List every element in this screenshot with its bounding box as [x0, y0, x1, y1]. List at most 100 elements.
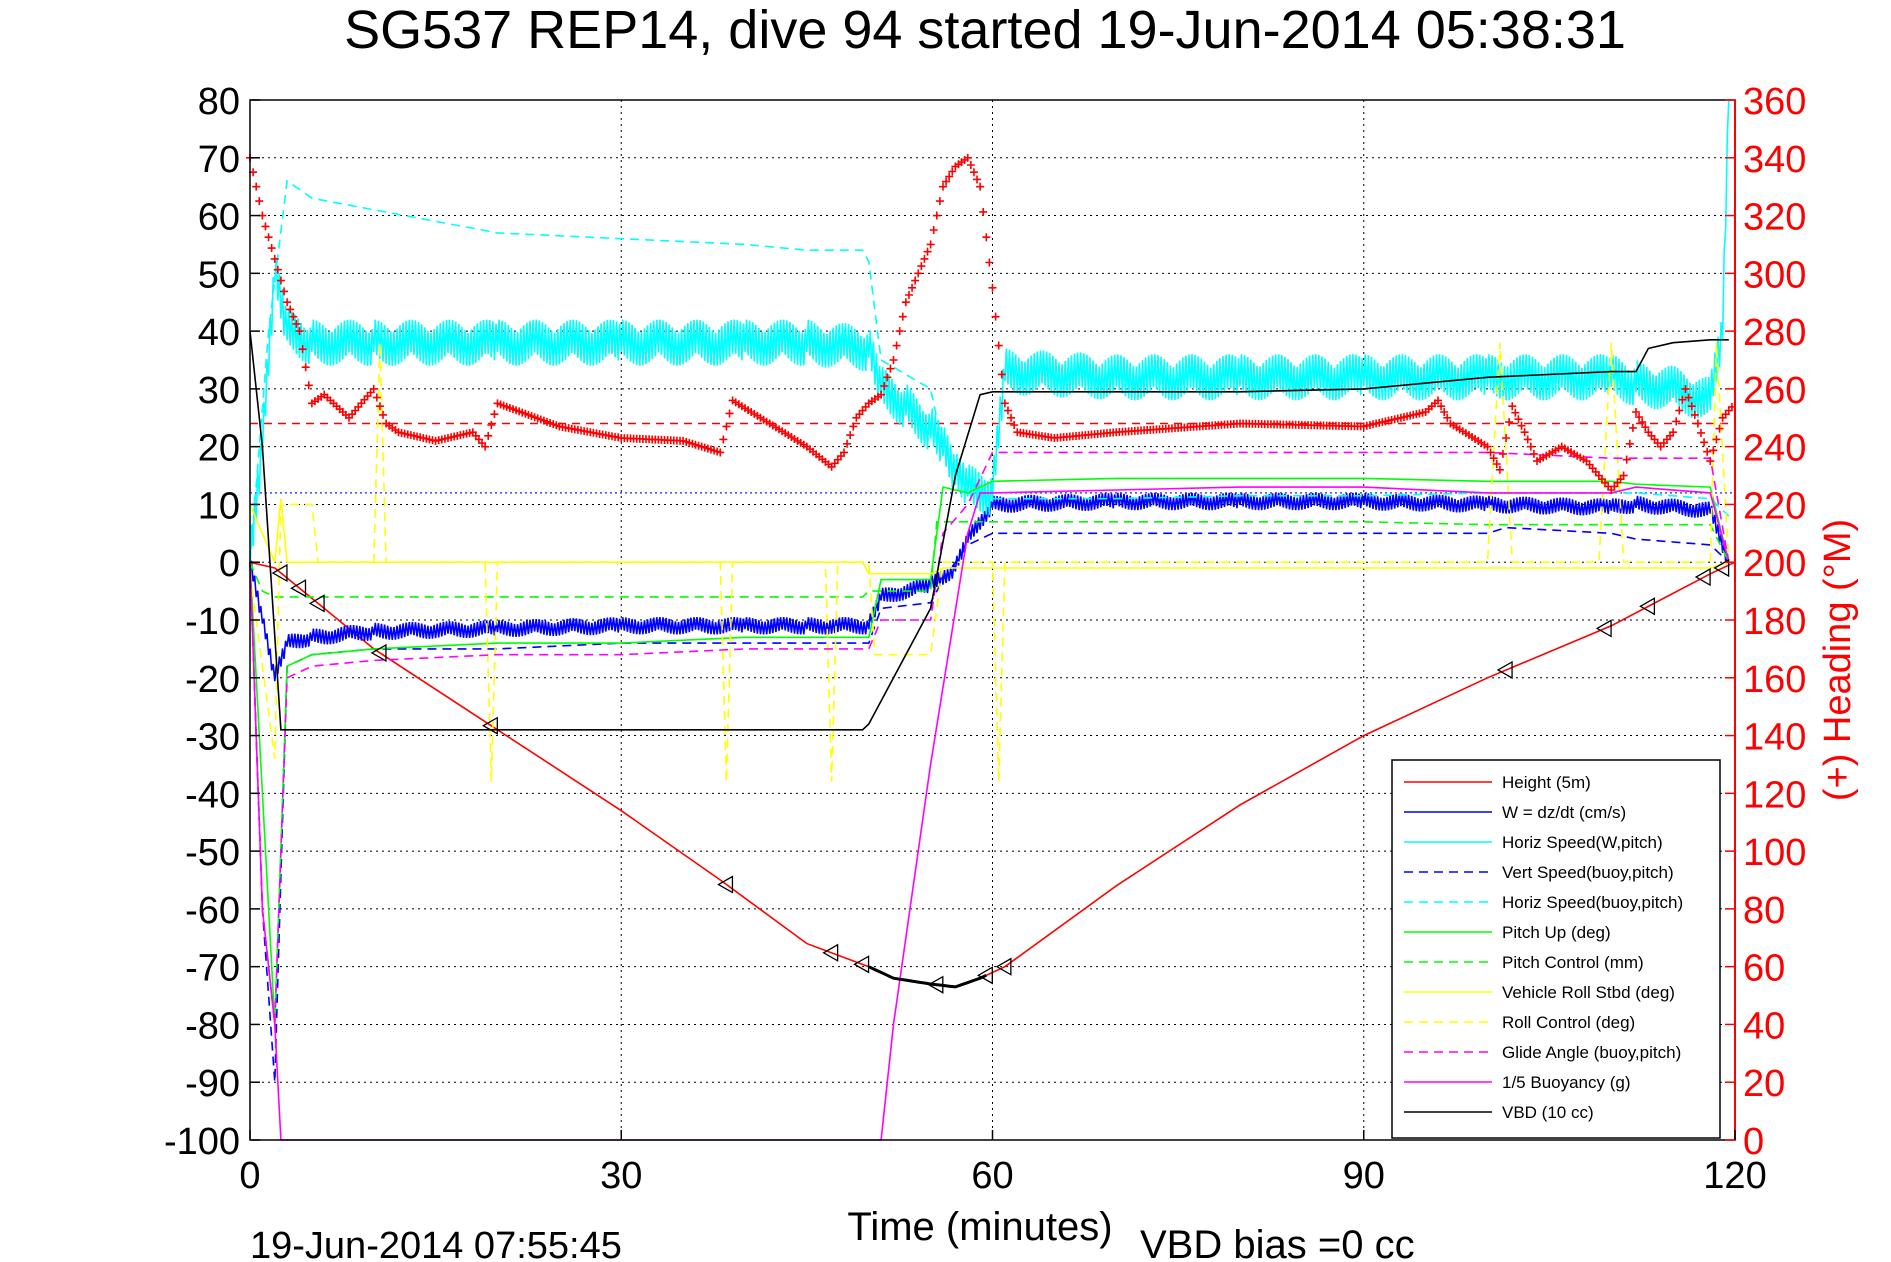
heading-marker: [1632, 408, 1640, 416]
y-tick-label: 10: [198, 485, 240, 527]
y-right-tick-label: 140: [1743, 717, 1806, 759]
y-tick-label: 60: [198, 197, 240, 239]
heading-marker: [1706, 457, 1715, 466]
heading-marker: [997, 370, 1006, 379]
legend-label-horiz_buoy: Horiz Speed(buoy,pitch): [1502, 893, 1683, 912]
chart-title: SG537 REP14, dive 94 started 19-Jun-2014…: [344, 0, 1626, 60]
heading-marker: [719, 435, 728, 444]
heading-marker: [908, 283, 917, 292]
legend-label-pitch_control: Pitch Control (mm): [1502, 953, 1644, 972]
heading-marker: [880, 382, 889, 390]
y-tick-label: -70: [185, 948, 240, 990]
heading-marker: [1529, 449, 1538, 458]
heading-marker: [1517, 421, 1526, 430]
marker-triangle: [1694, 567, 1711, 587]
heading-marker: [379, 410, 388, 419]
heading-marker: [1502, 434, 1511, 442]
series-pitch_control: [249, 520, 1730, 598]
heading-marker: [1495, 465, 1504, 474]
heading-marker: [923, 247, 932, 256]
heading-marker: [1712, 435, 1721, 444]
legend-label-roll: Vehicle Roll Stbd (deg): [1502, 983, 1675, 1002]
heading-marker: [273, 265, 282, 274]
heading-marker: [1437, 402, 1446, 411]
x-tick-label: 30: [600, 1155, 642, 1197]
series-horiz_w: [249, 99, 1730, 572]
heading-marker: [1000, 399, 1009, 408]
marker-triangle: [308, 594, 325, 613]
series-glide: [249, 451, 1730, 1025]
marker-triangle: [1595, 619, 1612, 638]
y-right-tick-label: 180: [1743, 601, 1806, 643]
heading-marker: [267, 244, 276, 253]
heading-marker: [991, 312, 1000, 321]
legend-label-roll_control: Roll Control (deg): [1502, 1013, 1635, 1032]
heading-marker: [1628, 423, 1637, 432]
heading-marker: [725, 409, 734, 418]
y-right-tick-label: 320: [1743, 197, 1806, 239]
y-right-tick-label: 160: [1743, 659, 1806, 701]
marker-triangle: [1496, 660, 1513, 680]
x-tick-label: 60: [971, 1155, 1013, 1197]
heading-marker: [988, 283, 997, 292]
heading-marker: [255, 197, 264, 206]
x-tick-label: 0: [239, 1155, 260, 1197]
heading-marker: [298, 345, 307, 354]
y-right-tick-label: 40: [1743, 1005, 1785, 1047]
legend-box: [1391, 759, 1721, 1139]
vbd-bias-text: VBD bias =0 cc: [1140, 1223, 1415, 1262]
heading-marker: [883, 373, 892, 382]
heading-marker: [1498, 449, 1507, 458]
heading-marker: [716, 448, 725, 457]
series-roll: [249, 498, 1730, 575]
y-tick-label: 80: [198, 81, 240, 123]
heading-marker: [994, 341, 1003, 350]
heading-marker: [487, 421, 496, 429]
heading-marker: [1635, 413, 1644, 422]
heading-marker: [1511, 408, 1520, 417]
y-right-tick-label: 80: [1743, 890, 1785, 932]
legend-label-vbd: VBD (10 cc): [1502, 1103, 1594, 1122]
heading-marker: [286, 305, 295, 314]
y-tick-label: -80: [185, 1005, 240, 1047]
heading-marker: [301, 363, 310, 372]
heading-marker: [892, 341, 901, 350]
heading-marker: [1007, 413, 1016, 422]
heading-marker: [942, 177, 951, 186]
y-right-tick-label: 0: [1743, 1121, 1764, 1163]
heading-marker: [849, 422, 858, 431]
right-axis-label: (+) Heading (°M): [1817, 519, 1859, 801]
heading-marker: [843, 439, 852, 448]
bottom-segment: [868, 965, 987, 989]
heading-marker: [1523, 435, 1532, 444]
heading-marker: [1483, 442, 1492, 451]
heading-marker: [1622, 455, 1631, 464]
marker-triangle: [482, 716, 498, 735]
y-right-tick-label: 300: [1743, 254, 1806, 296]
heading-marker: [1681, 384, 1690, 393]
x-tick-label: 120: [1703, 1155, 1766, 1197]
y-right-tick-label: 360: [1743, 81, 1806, 123]
marker-triangle: [853, 955, 870, 974]
y-right-tick-label: 100: [1743, 832, 1806, 874]
heading-marker: [1687, 402, 1696, 411]
heading-marker: [1675, 406, 1684, 415]
heading-marker: [304, 381, 313, 390]
marker-triangle: [290, 579, 307, 598]
heading-marker: [1693, 419, 1702, 428]
y-right-tick-label: 220: [1743, 485, 1806, 527]
heading-marker: [889, 356, 898, 364]
heading-marker: [1715, 424, 1724, 433]
marker-triangle: [995, 957, 1012, 976]
heading-marker: [484, 431, 493, 440]
y-tick-label: -40: [185, 774, 240, 816]
heading-marker: [926, 240, 935, 249]
y-tick-label: 40: [198, 312, 240, 354]
heading-marker: [846, 431, 855, 440]
marker-triangle: [822, 943, 839, 962]
heading-marker: [920, 254, 929, 263]
y-tick-label: -30: [185, 717, 240, 759]
marker-triangle: [370, 643, 387, 663]
series-pitch_up: [249, 477, 1730, 1025]
heading-marker: [264, 233, 273, 242]
